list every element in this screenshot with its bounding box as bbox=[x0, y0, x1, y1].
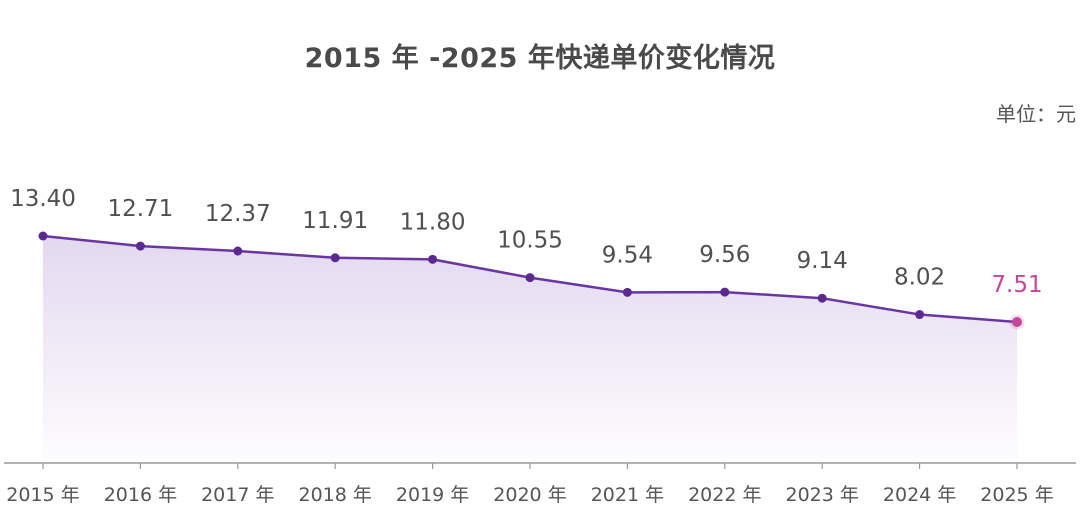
area-fill bbox=[43, 236, 1017, 463]
data-point bbox=[1012, 317, 1022, 327]
data-label: 11.91 bbox=[302, 208, 368, 234]
data-point bbox=[135, 241, 145, 251]
x-tick-label: 2018 年 bbox=[298, 484, 371, 506]
unit-label: 单位：元 bbox=[996, 102, 1076, 126]
data-label: 9.56 bbox=[699, 242, 750, 268]
data-label: 9.14 bbox=[797, 248, 848, 274]
data-label: 12.37 bbox=[205, 201, 271, 227]
chart-title: 2015 年 -2025 年快递单价变化情况 bbox=[304, 43, 776, 74]
data-label: 7.51 bbox=[991, 272, 1042, 298]
data-point bbox=[233, 246, 243, 256]
data-label: 10.55 bbox=[497, 228, 563, 254]
data-point bbox=[428, 254, 438, 264]
data-label: 13.40 bbox=[10, 186, 76, 212]
x-tick-label: 2021 年 bbox=[591, 484, 664, 506]
data-label: 9.54 bbox=[602, 242, 653, 268]
x-tick-label: 2025 年 bbox=[980, 484, 1053, 506]
data-label: 12.71 bbox=[107, 196, 173, 222]
data-point bbox=[915, 310, 925, 320]
x-tick-label: 2015 年 bbox=[6, 484, 79, 506]
data-point bbox=[330, 253, 340, 263]
x-tick-label: 2023 年 bbox=[785, 484, 858, 506]
x-tick-label: 2024 年 bbox=[883, 484, 956, 506]
x-tick-label: 2017 年 bbox=[201, 484, 274, 506]
data-label: 11.80 bbox=[400, 209, 466, 235]
data-point bbox=[38, 231, 48, 241]
data-point bbox=[720, 287, 730, 297]
x-tick-label: 2016 年 bbox=[104, 484, 177, 506]
x-tick-label: 2022 年 bbox=[688, 484, 761, 506]
data-point bbox=[817, 293, 827, 303]
data-point bbox=[622, 287, 632, 297]
x-tick-label: 2019 年 bbox=[396, 484, 469, 506]
data-point bbox=[525, 273, 535, 283]
x-tick-label: 2020 年 bbox=[493, 484, 566, 506]
data-label: 8.02 bbox=[894, 265, 945, 291]
